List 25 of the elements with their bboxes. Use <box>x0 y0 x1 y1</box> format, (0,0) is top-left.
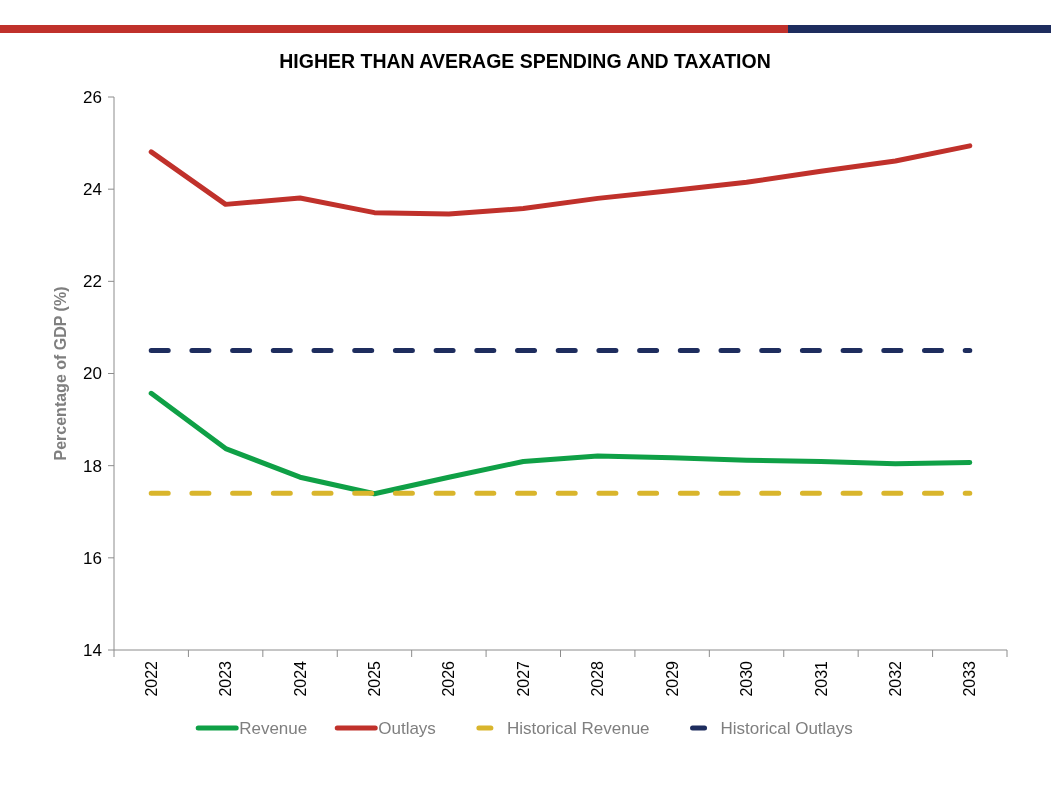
y-tick-label: 22 <box>83 272 102 292</box>
x-tick-label: 2024 <box>291 660 309 697</box>
chart-title: HIGHER THAN AVERAGE SPENDING AND TAXATION <box>279 50 771 72</box>
y-tick-label: 24 <box>83 180 102 200</box>
x-tick-label: 2027 <box>514 660 532 697</box>
x-tick-label: 2022 <box>142 660 160 697</box>
y-tick-label: 20 <box>83 364 102 384</box>
x-tick-label: 2032 <box>886 660 904 697</box>
legend-label: Historical Outlays <box>720 718 853 738</box>
legend-label: Outlays <box>378 718 436 738</box>
x-tick-label: 2030 <box>738 660 756 697</box>
y-tick-label: 14 <box>83 640 102 660</box>
x-tick-label: 2023 <box>217 660 235 697</box>
x-tick-label: 2033 <box>961 660 979 697</box>
x-tick-label: 2029 <box>663 660 681 697</box>
y-tick-label: 18 <box>83 456 102 476</box>
x-tick-label: 2026 <box>440 660 458 697</box>
y-tick-label: 16 <box>83 548 102 568</box>
y-axis-title: Percentage of GDP (%) <box>52 286 69 461</box>
x-tick-label: 2031 <box>812 660 830 697</box>
legend-label: Revenue <box>239 718 308 738</box>
y-tick-label: 26 <box>83 87 102 107</box>
x-tick-label: 2028 <box>589 660 607 697</box>
x-tick-label: 2025 <box>366 660 384 697</box>
legend-label: Historical Revenue <box>506 718 650 738</box>
